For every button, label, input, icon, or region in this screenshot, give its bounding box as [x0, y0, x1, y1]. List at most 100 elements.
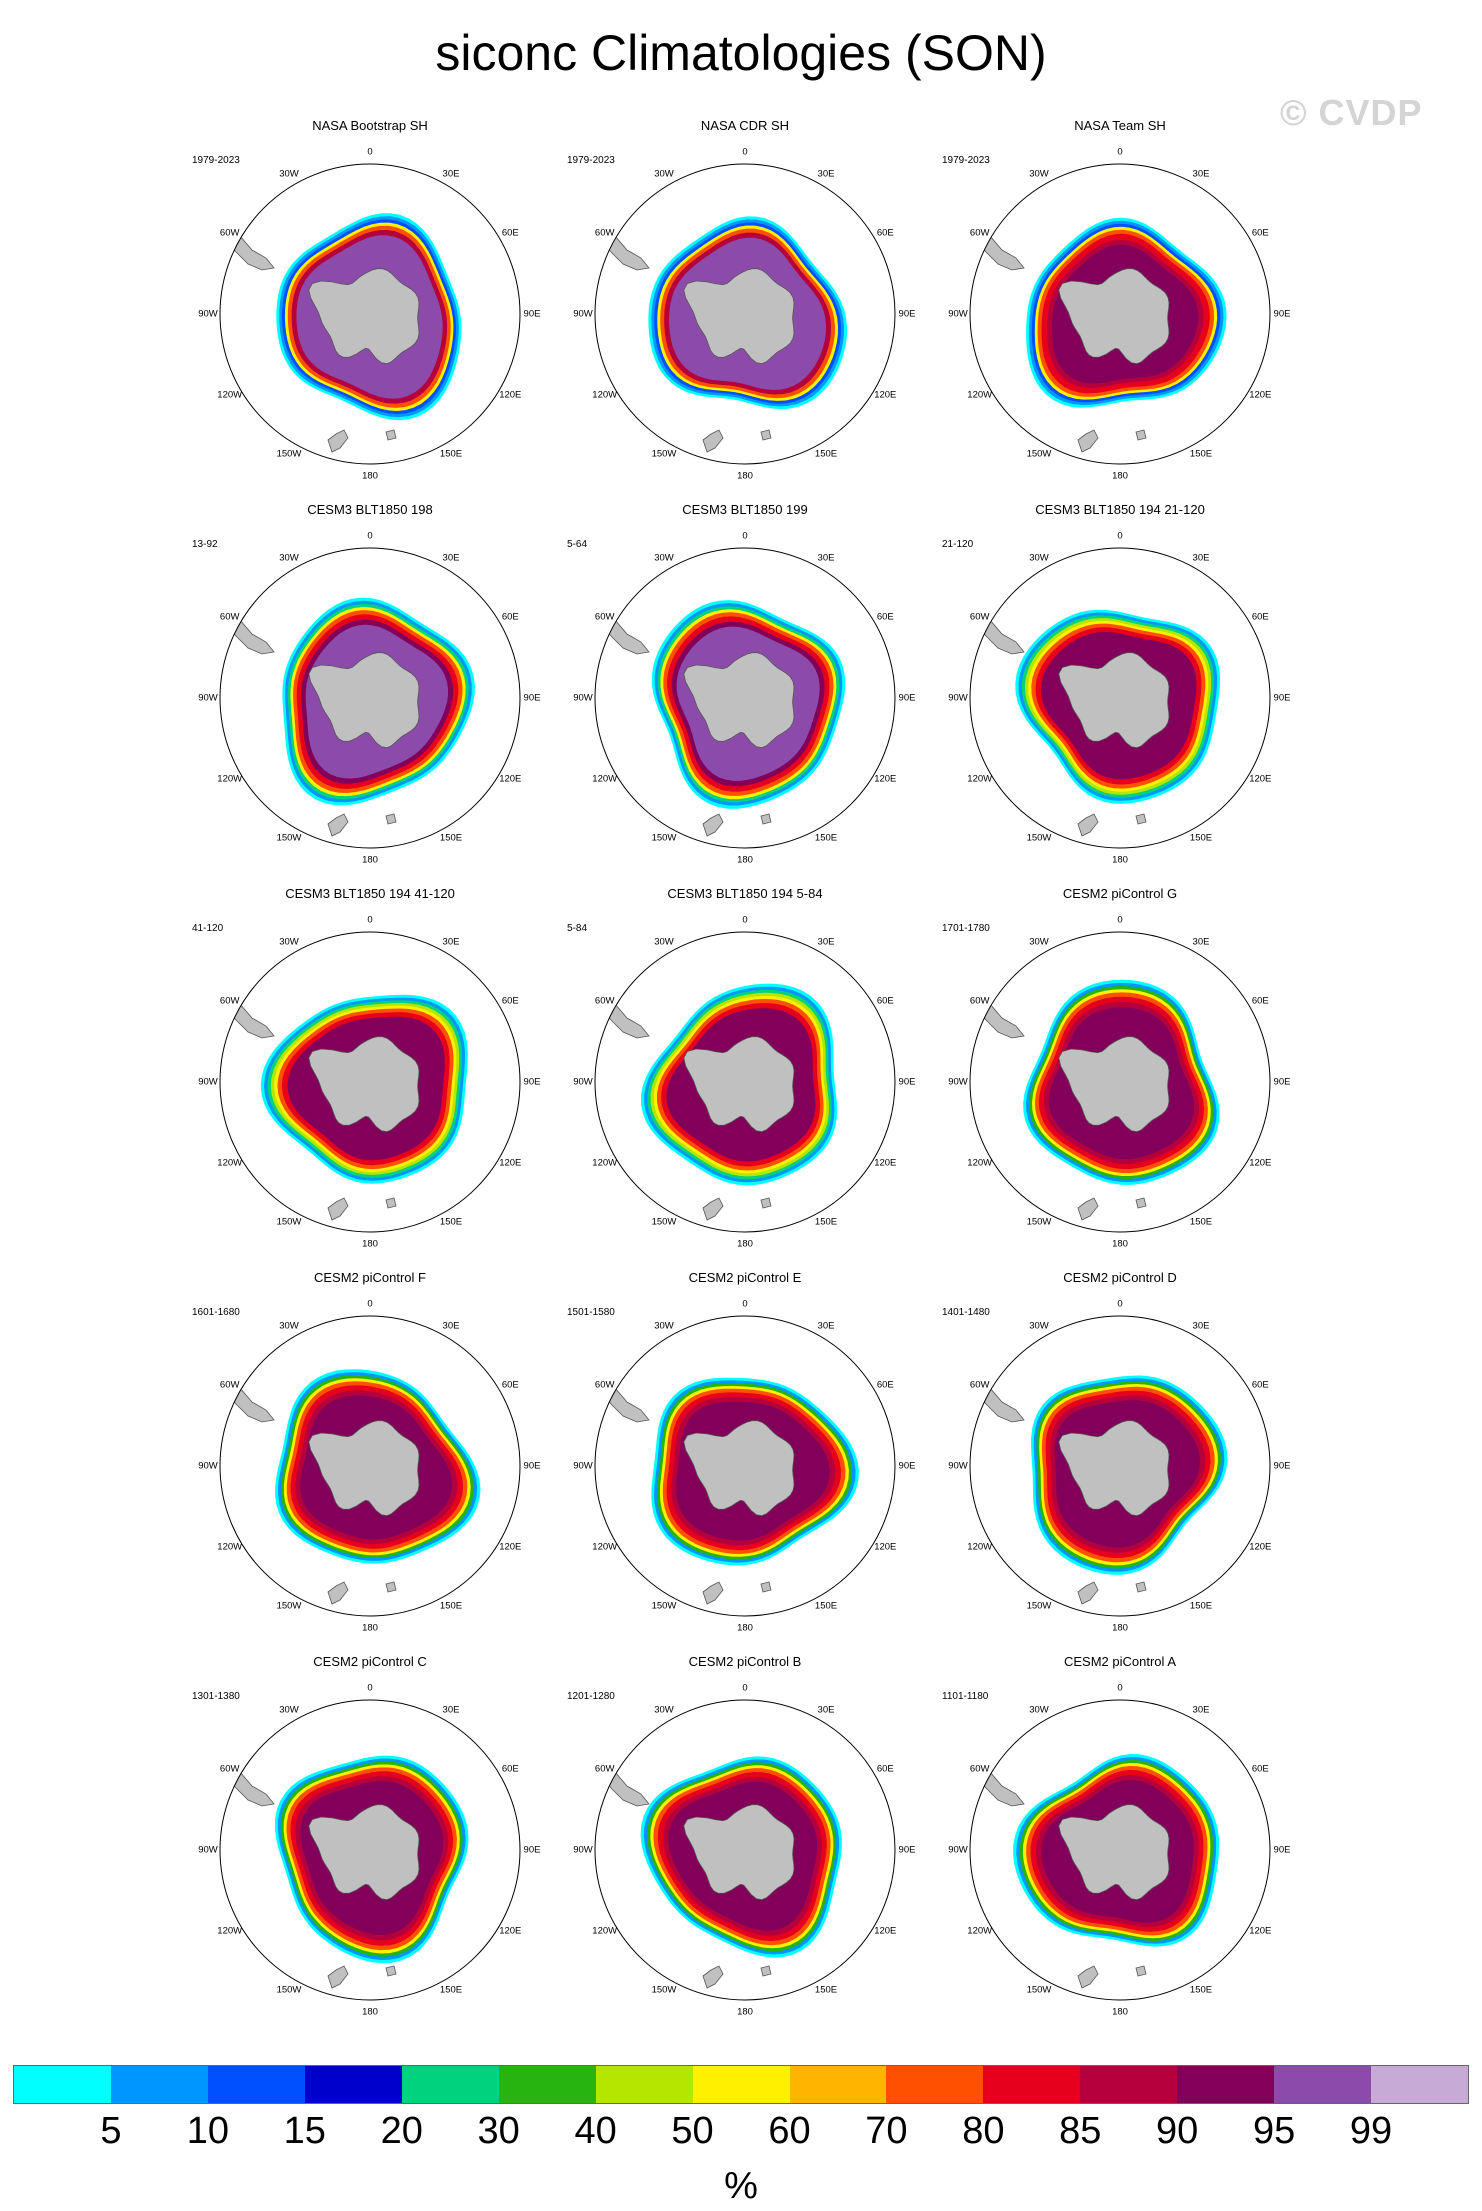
map-boundary — [219, 931, 521, 1233]
land-new-zealand — [702, 1965, 724, 1989]
longitude-label: 180 — [1112, 1238, 1128, 1250]
longitude-label: 60E — [501, 1763, 519, 1775]
longitude-label: 30E — [442, 552, 460, 564]
longitude-label: 180 — [1112, 854, 1128, 866]
land-new-zealand — [1077, 1581, 1099, 1605]
map-panel: CESM2 piControl A 1101-1180 0 30E 60E 90E 120E… — [930, 1654, 1310, 2038]
colorbar-swatch — [1177, 2066, 1275, 2103]
longitude-label: 0 — [742, 1298, 748, 1310]
longitude-label: 90W — [198, 1076, 218, 1088]
longitude-label: 120E — [874, 1157, 897, 1169]
longitude-label: 150W — [276, 1984, 302, 1996]
longitude-label: 90E — [523, 692, 541, 704]
polar-map — [594, 547, 896, 849]
longitude-label: 60W — [219, 995, 240, 1007]
map-boundary — [219, 1699, 521, 2001]
longitude-label: 60E — [876, 1379, 894, 1391]
panel-period: 1979-2023 — [192, 155, 240, 166]
longitude-label: 90W — [948, 1844, 968, 1856]
longitude-label: 30E — [442, 1320, 460, 1332]
land-tasmania — [760, 1965, 772, 1977]
map-boundary — [594, 163, 896, 465]
longitude-label: 90W — [948, 1076, 968, 1088]
land-antarctica — [1058, 652, 1170, 749]
map-boundary — [219, 547, 521, 849]
longitude-label: 0 — [1117, 146, 1123, 158]
longitude-label: 30E — [817, 552, 835, 564]
colorbar-swatch — [1080, 2066, 1178, 2103]
longitude-label: 60W — [594, 611, 615, 623]
panel-period: 1601-1680 — [192, 1307, 240, 1318]
longitude-label: 30E — [442, 1704, 460, 1716]
longitude-label: 180 — [362, 1238, 378, 1250]
map-panel: CESM2 piControl D 1401-1480 0 30E 60E 90E 120E… — [930, 1270, 1310, 1654]
longitude-label: 90E — [523, 1844, 541, 1856]
panel-title: NASA CDR SH — [700, 118, 790, 133]
longitude-label: 30E — [442, 936, 460, 948]
longitude-label: 0 — [742, 1682, 748, 1694]
panel-title: NASA Team SH — [1074, 118, 1166, 133]
longitude-label: 30W — [1029, 1704, 1049, 1716]
longitude-label: 0 — [742, 146, 748, 158]
longitude-label: 150W — [276, 1600, 302, 1612]
polar-map — [969, 547, 1271, 849]
colorbar-swatch — [789, 2066, 887, 2103]
longitude-label: 90E — [898, 308, 916, 320]
longitude-label: 120W — [592, 773, 618, 785]
longitude-label: 90E — [1273, 308, 1291, 320]
polar-map — [219, 931, 521, 1233]
panel-period: 21-120 — [942, 539, 974, 550]
longitude-label: 30E — [817, 168, 835, 180]
panel-period: 1501-1580 — [567, 1307, 615, 1318]
map-panel: NASA CDR SH 1979-2023 0 30E 60E 90E 120E 150E 18… — [555, 118, 935, 502]
colorbar-swatch — [498, 2066, 596, 2103]
colorbar-swatch — [401, 2066, 499, 2103]
longitude-label: 150E — [439, 1984, 463, 1996]
colorbar-tick-label: 70 — [865, 2110, 908, 2152]
land-new-zealand — [1077, 1965, 1099, 1989]
map-boundary — [594, 1315, 896, 1617]
longitude-label: 60E — [1251, 227, 1269, 239]
land-new-zealand — [327, 429, 349, 453]
land-tasmania — [760, 429, 772, 441]
longitude-label: 180 — [737, 470, 753, 482]
colorbar-units: % — [724, 2165, 758, 2207]
map-panel: CESM3 BLT1850 199 5-64 0 30E 60E 90E 120E 150E 1… — [555, 502, 935, 886]
longitude-label: 90W — [573, 308, 593, 320]
longitude-label: 60W — [969, 227, 990, 239]
colorbar-swatch — [983, 2066, 1081, 2103]
panel-period: 1101-1180 — [942, 1691, 989, 1702]
longitude-label: 120E — [499, 773, 522, 785]
longitude-label: 30E — [442, 168, 460, 180]
panel-period: 5-64 — [567, 539, 588, 550]
panel-title: CESM2 piControl B — [688, 1654, 802, 1669]
longitude-label: 60E — [501, 611, 519, 623]
longitude-label: 90W — [948, 1460, 968, 1472]
longitude-label: 120W — [592, 1541, 618, 1553]
panel-title: CESM2 piControl D — [1063, 1270, 1177, 1285]
map-boundary — [219, 1315, 521, 1617]
panel-title: CESM2 piControl F — [314, 1270, 426, 1285]
land-new-zealand — [702, 1581, 724, 1605]
longitude-label: 60W — [594, 1379, 615, 1391]
colorbar — [13, 2065, 1469, 2104]
map-panel: CESM3 BLT1850 198 13-92 0 30E 60E 90E 120E 150E… — [180, 502, 560, 886]
longitude-label: 150E — [814, 1216, 838, 1228]
longitude-label: 150E — [1189, 448, 1213, 460]
panel-title: CESM2 piControl A — [1064, 1654, 1176, 1669]
longitude-label: 30W — [654, 552, 674, 564]
longitude-label: 0 — [742, 530, 748, 542]
colorbar-tick-label: 30 — [477, 2110, 520, 2152]
colorbar-tick-label: 15 — [283, 2110, 326, 2152]
longitude-label: 60W — [219, 227, 240, 239]
longitude-label: 120E — [1249, 1925, 1272, 1937]
watermark: © CVDP — [1280, 92, 1423, 133]
longitude-label: 150E — [439, 832, 463, 844]
longitude-label: 0 — [367, 530, 373, 542]
land-tasmania — [1135, 1197, 1147, 1209]
map-panel: CESM3 BLT1850 194 41-120 41-120 0 30E 60E 90E… — [180, 886, 560, 1270]
map-panel: CESM3 BLT1850 194 5-84 5-84 0 30E 60E 90E 120E… — [555, 886, 935, 1270]
longitude-label: 0 — [1117, 530, 1123, 542]
panel-period: 41-120 — [192, 923, 224, 934]
colorbar-swatch — [304, 2066, 402, 2103]
